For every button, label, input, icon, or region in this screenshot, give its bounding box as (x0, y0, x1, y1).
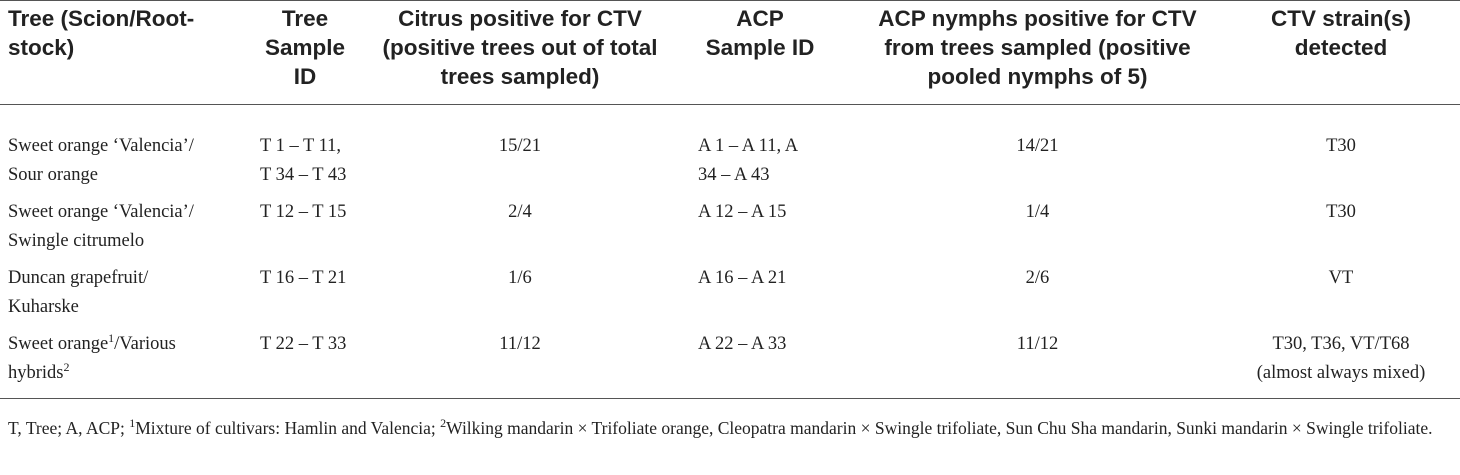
cell-acp-sample-id: A 22 – A 33 (698, 334, 787, 354)
table-footnote: T, Tree; A, ACP; 1Mixture of cultivars: … (8, 416, 1433, 438)
cell-acp-positive: 14/21 (1016, 136, 1059, 156)
cell-tree-sample-id: T 12 – T 15 (260, 202, 347, 222)
cell-tree: Sweet orange ‘Valencia’/ Sour orange (8, 136, 194, 185)
header-ctv-strains: CTV strain(s) detected (1270, 6, 1412, 60)
footnote-marker: 1 (129, 416, 136, 431)
header-citrus-positive: Citrus positive for CTV (positive trees … (382, 6, 658, 89)
cell-tree: Sweet orange1/Various hybrids2 (8, 330, 176, 383)
cell-acp-positive: 2/6 (1025, 268, 1050, 288)
footnote-marker: 2 (63, 359, 70, 374)
cell-citrus-positive: 1/6 (508, 268, 532, 288)
header-tree-sample-id: Tree Sample ID (264, 6, 346, 89)
table-top-rule (0, 0, 1460, 1)
cell-ctv-strains: T30, T36, VT/T68 (almost always mixed) (1256, 334, 1426, 383)
cell-ctv-strains: VT (1328, 268, 1354, 288)
cell-tree-sample-id: T 16 – T 21 (260, 268, 347, 288)
cell-ctv-strains: T30 (1326, 136, 1356, 156)
header-divider-rule (0, 104, 1460, 105)
cell-acp-positive: 11/12 (1016, 334, 1059, 354)
cell-acp-sample-id: A 1 – A 11, A 34 – A 43 (698, 136, 799, 185)
footnote-marker: 1 (108, 330, 115, 345)
cell-tree: Sweet orange ‘Valencia’/ Swingle citrume… (8, 202, 194, 251)
cell-citrus-positive: 2/4 (508, 202, 532, 222)
cell-acp-positive: 1/4 (1025, 202, 1050, 222)
header-acp-positive: ACP nymphs positive for CTV from trees s… (878, 6, 1197, 89)
cell-citrus-positive: 15/21 (498, 136, 542, 156)
footnote-marker: 2 (440, 416, 447, 431)
header-acp-sample-id: ACP Sample ID (705, 6, 815, 60)
cell-ctv-strains: T30 (1326, 202, 1356, 222)
cell-tree-sample-id: T 1 – T 11, T 34 – T 43 (260, 136, 347, 185)
table-bottom-rule (0, 398, 1460, 399)
cell-tree-sample-id: T 22 – T 33 (260, 334, 347, 354)
cell-tree: Duncan grapefruit/ Kuharske (8, 268, 149, 317)
cell-acp-sample-id: A 16 – A 21 (698, 268, 787, 288)
cell-acp-sample-id: A 12 – A 15 (698, 202, 787, 222)
header-tree: Tree (Scion/Root- stock) (8, 6, 195, 60)
cell-citrus-positive: 11/12 (499, 334, 541, 354)
